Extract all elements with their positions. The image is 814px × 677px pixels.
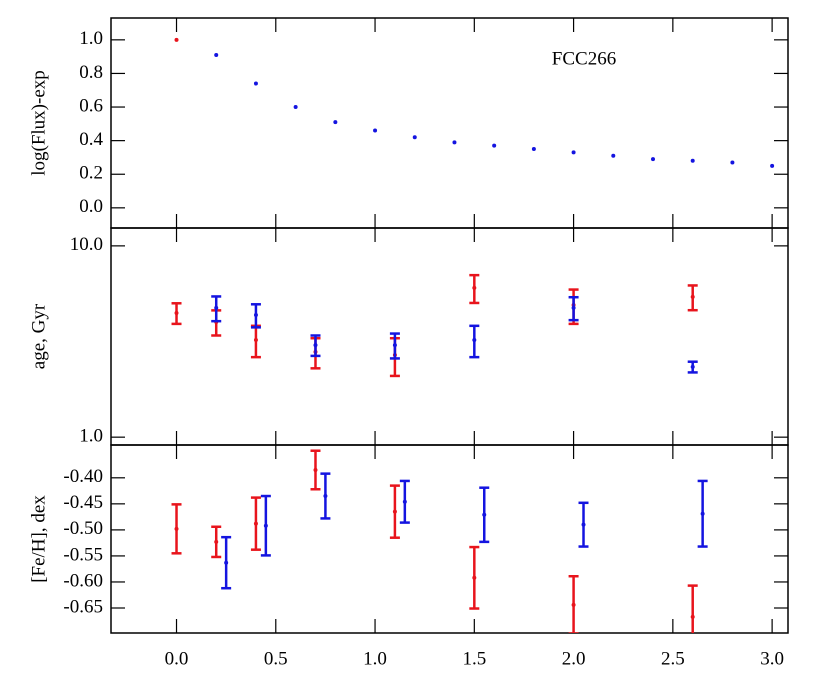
y-tick-label: 1.0 <box>79 426 103 447</box>
point <box>531 147 536 152</box>
x-tick-label: 3.0 <box>760 648 784 669</box>
y-axis-label: log(Flux)-exp <box>28 70 49 176</box>
y-axis-label: [Fe/H], dex <box>28 495 49 583</box>
x-tick-label: 2.0 <box>562 648 586 669</box>
point <box>224 560 229 565</box>
plot-frame <box>110 444 789 634</box>
point <box>611 153 616 158</box>
point <box>214 539 219 544</box>
point <box>690 364 695 369</box>
point <box>313 467 318 472</box>
point <box>263 523 268 528</box>
annotation: FCC266 <box>552 48 616 69</box>
point <box>373 128 378 133</box>
point <box>253 521 258 526</box>
panel: -0.40 -0.45 -0.50 -0.55 -0.60 -0.65 0.0 0.5 1.0 1… <box>28 444 789 669</box>
point <box>571 602 576 607</box>
point <box>412 135 417 140</box>
point <box>770 163 775 168</box>
y-tick-label: 1.0 <box>79 28 103 49</box>
data-layer <box>171 449 708 633</box>
x-tick-label: 1.0 <box>363 648 387 669</box>
point <box>293 105 298 110</box>
data-layer <box>174 37 775 168</box>
point <box>472 285 477 290</box>
panel: 0.0 0.2 0.4 0.6 0.8 1.0 log(Flux)-exp FCC266 <box>28 17 789 229</box>
point <box>452 140 457 145</box>
point <box>214 305 219 310</box>
point <box>392 509 397 514</box>
point <box>581 522 586 527</box>
point <box>174 526 179 531</box>
point <box>174 37 179 42</box>
panel: 1.0 10.0 age, Gyr <box>28 227 789 447</box>
y-tick-label: -0.65 <box>63 596 103 617</box>
y-tick-label: -0.60 <box>63 570 103 591</box>
y-tick-label: 10.0 <box>70 234 103 255</box>
point <box>333 120 338 125</box>
point <box>492 143 497 148</box>
point <box>690 614 695 619</box>
point <box>571 305 576 310</box>
y-tick-label: -0.40 <box>63 466 103 487</box>
point <box>730 160 735 165</box>
point <box>690 294 695 299</box>
x-tick-label: 2.5 <box>661 648 685 669</box>
point <box>313 343 318 348</box>
plot-frame <box>110 17 789 229</box>
point <box>482 512 487 517</box>
y-tick-label: 0.8 <box>79 62 103 83</box>
y-tick-label: 0.0 <box>79 196 103 217</box>
y-tick-label: -0.45 <box>63 492 103 513</box>
point <box>650 157 655 162</box>
data-layer <box>171 273 698 378</box>
point <box>174 310 179 315</box>
point <box>472 338 477 343</box>
y-tick-label: -0.50 <box>63 518 103 539</box>
x-tick-label: 0.0 <box>165 648 189 669</box>
point <box>472 575 477 580</box>
point <box>392 343 397 348</box>
point <box>700 511 705 516</box>
point <box>253 81 258 86</box>
point <box>253 338 258 343</box>
point <box>690 158 695 163</box>
y-tick-label: 0.4 <box>79 129 103 150</box>
y-tick-label: 0.6 <box>79 95 103 116</box>
y-tick-label: -0.55 <box>63 544 103 565</box>
point <box>253 313 258 318</box>
y-tick-label: 0.2 <box>79 163 103 184</box>
point <box>214 52 219 57</box>
x-tick-label: 1.5 <box>462 648 486 669</box>
x-tick-label: 0.5 <box>264 648 288 669</box>
point <box>402 499 407 504</box>
point <box>323 494 328 499</box>
y-axis-label: age, Gyr <box>28 303 49 369</box>
point <box>571 150 576 155</box>
